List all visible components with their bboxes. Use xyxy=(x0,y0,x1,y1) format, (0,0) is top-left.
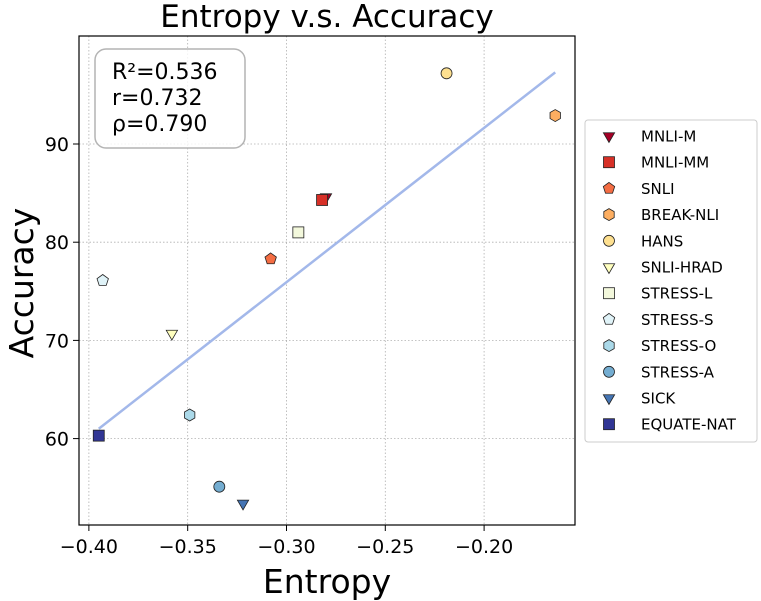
stat-r-squared: R²=0.536 xyxy=(112,60,218,85)
data-point-sick xyxy=(236,499,250,511)
data-point-hans xyxy=(440,67,453,80)
data-point-stress-s xyxy=(96,274,109,286)
data-point-equate-nat xyxy=(92,429,105,442)
legend-marker-mnli-mm xyxy=(603,156,615,169)
data-point-break-nli xyxy=(549,109,561,123)
stats-box-frame xyxy=(94,48,246,149)
x-tick-label: −0.40 xyxy=(60,536,118,558)
stats-box: R²=0.536 r=0.732 ρ=0.790 xyxy=(94,48,246,149)
x-tick-label: −0.35 xyxy=(159,536,217,558)
data-point-stress-o xyxy=(184,408,196,422)
data-point-mnli-mm xyxy=(316,194,328,206)
legend-marker-sick xyxy=(602,394,616,406)
legend-label-snli: SNLI xyxy=(641,180,675,198)
legend-marker-snli-hrad xyxy=(602,263,616,275)
x-tick-label: −0.25 xyxy=(356,536,414,558)
y-tick-label: 80 xyxy=(45,232,69,254)
legend-label-sick: SICK xyxy=(641,390,676,408)
legend-label-stress-s: STRESS-S xyxy=(641,311,714,329)
legend-items: MNLI-M MNLI-MM SNLI BREAK-NLI HANS SNLI-HRAD S… xyxy=(602,128,737,434)
chart-title: Entropy v.s. Accuracy xyxy=(160,0,493,35)
legend-label-stress-a: STRESS-A xyxy=(641,363,715,381)
stat-pearson-r: r=0.732 xyxy=(112,86,202,111)
axis-ticks: −0.40 −0.35 −0.30 −0.25 −0.20 60 70 80 90 xyxy=(45,134,513,558)
legend-marker-mnli-m xyxy=(602,132,616,144)
data-point-snli xyxy=(264,252,277,265)
legend-label-mnli-mm: MNLI-MM xyxy=(641,154,709,172)
legend-label-stress-o: STRESS-O xyxy=(641,337,716,355)
legend-marker-hans xyxy=(603,234,615,247)
x-tick-label: −0.30 xyxy=(257,536,315,558)
y-tick-label: 70 xyxy=(45,330,69,352)
legend-marker-break-nli xyxy=(603,208,615,222)
data-points xyxy=(92,67,561,511)
legend-label-hans: HANS xyxy=(641,232,683,250)
legend-label-snli-hrad: SNLI-HRAD xyxy=(641,259,723,277)
legend-label-mnli-m: MNLI-M xyxy=(641,128,696,146)
x-axis-label: Entropy xyxy=(263,562,391,601)
legend-label-break-nli: BREAK-NLI xyxy=(641,206,719,224)
legend-label-stress-l: STRESS-L xyxy=(641,285,713,303)
regression-fit-line xyxy=(97,71,557,430)
y-tick-label: 60 xyxy=(45,429,69,451)
plot-frame xyxy=(78,35,576,526)
legend: MNLI-M MNLI-MM SNLI BREAK-NLI HANS SNLI-HRAD S… xyxy=(584,119,758,443)
legend-marker-stress-a xyxy=(603,365,615,378)
y-axis-label: Accuracy xyxy=(2,208,41,359)
legend-frame xyxy=(584,119,758,443)
legend-marker-stress-l xyxy=(603,287,615,300)
legend-marker-snli xyxy=(602,181,616,194)
legend-label-equate-nat: EQUATE-NAT xyxy=(641,416,737,434)
legend-marker-stress-s xyxy=(602,312,616,325)
x-tick-label: −0.20 xyxy=(455,536,513,558)
stat-spearman-rho: ρ=0.790 xyxy=(112,112,207,137)
legend-marker-stress-o xyxy=(603,339,615,353)
data-point-snli-hrad xyxy=(165,329,179,341)
data-point-stress-a xyxy=(213,480,226,493)
data-point-stress-l xyxy=(292,226,305,239)
y-tick-label: 90 xyxy=(45,134,69,156)
legend-marker-equate-nat xyxy=(603,418,615,431)
